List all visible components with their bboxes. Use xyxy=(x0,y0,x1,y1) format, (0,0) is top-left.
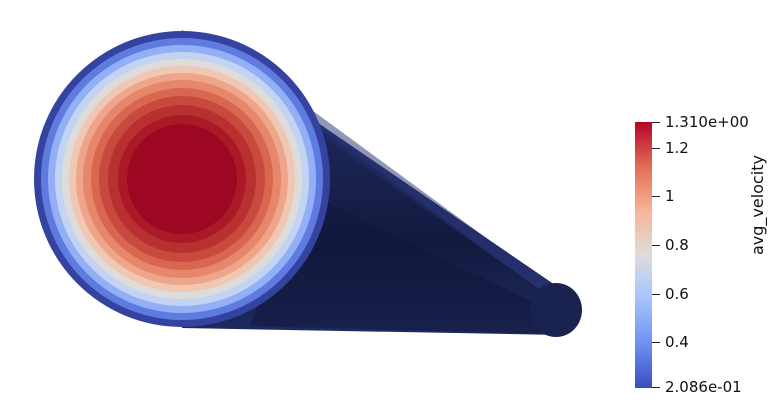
colorbar-tick-label: 0.4 xyxy=(665,333,689,351)
colorbar-tick-label: 1 xyxy=(665,187,675,205)
colorbar-gradient xyxy=(635,122,652,388)
colorbar-tick-label: 0.8 xyxy=(665,236,689,254)
pipe-cross-section xyxy=(34,31,330,327)
colorbar-tick xyxy=(652,245,660,246)
colorbar-title: avg_velocity xyxy=(748,155,767,255)
colorbar-tick-min xyxy=(652,387,660,388)
colorbar-tick-label: 1.2 xyxy=(665,139,689,157)
colorbar-tick xyxy=(652,294,660,295)
colorbar-tick xyxy=(652,196,660,197)
colorbar-tick-label: 0.6 xyxy=(665,285,689,303)
colorbar-min-label: 2.086e-01 xyxy=(665,378,742,396)
colorbar-max-label: 1.310e+00 xyxy=(665,113,749,131)
colorbar-tick xyxy=(652,148,660,149)
colorbar-tick-max xyxy=(652,122,660,123)
colorbar-tick xyxy=(652,342,660,343)
